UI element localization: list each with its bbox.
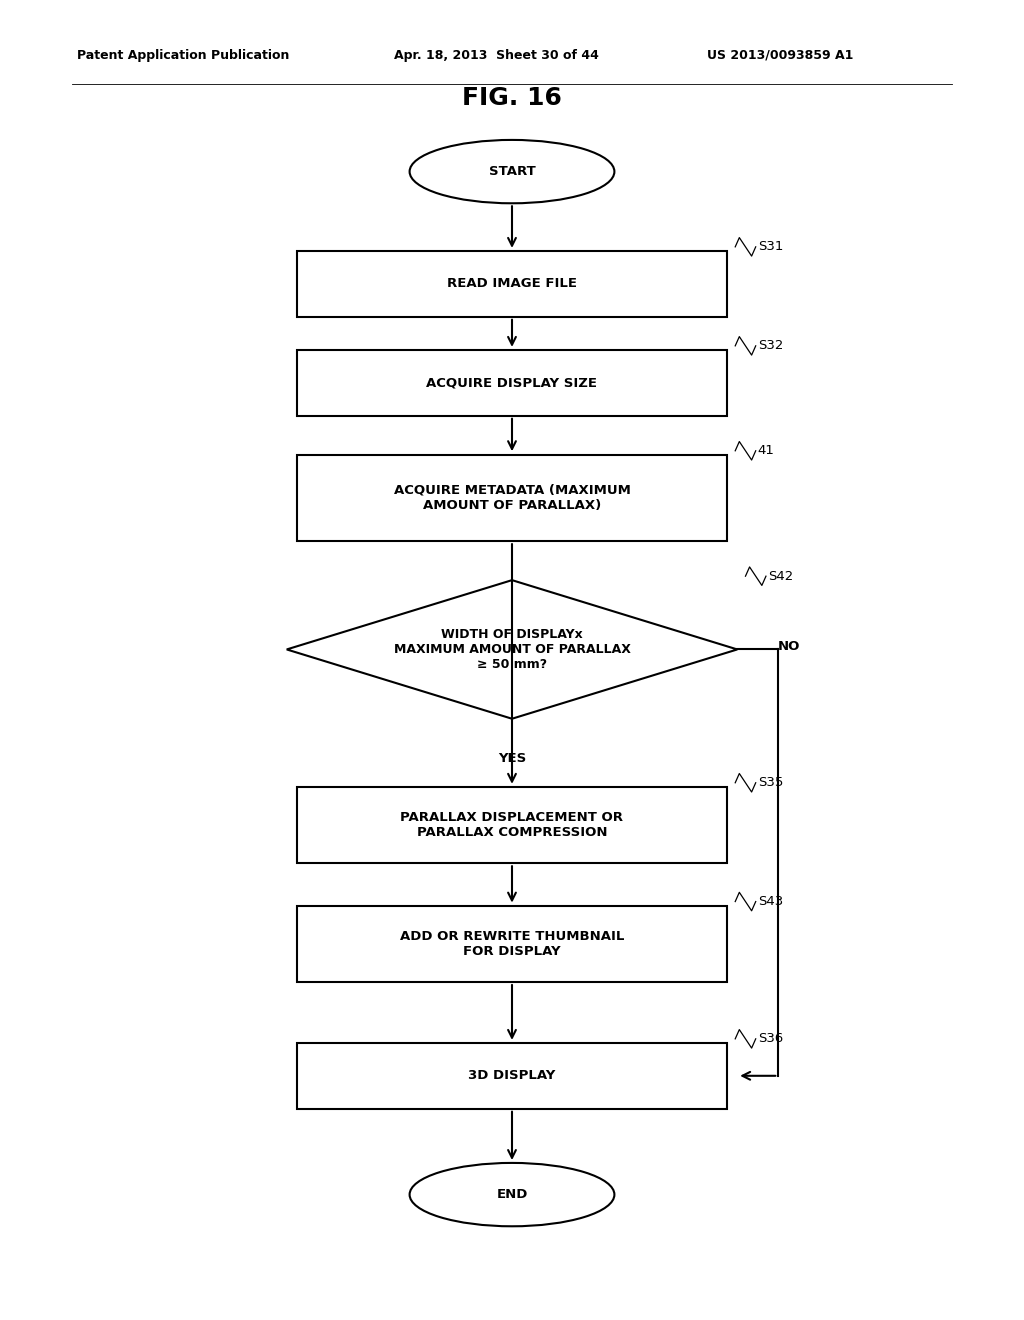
FancyBboxPatch shape (297, 454, 727, 541)
FancyBboxPatch shape (297, 350, 727, 416)
Polygon shape (287, 581, 737, 718)
Ellipse shape (410, 1163, 614, 1226)
Text: S42: S42 (768, 570, 794, 582)
Text: US 2013/0093859 A1: US 2013/0093859 A1 (707, 49, 853, 62)
Text: YES: YES (498, 752, 526, 766)
Text: FIG. 16: FIG. 16 (462, 86, 562, 110)
Ellipse shape (410, 140, 614, 203)
Text: S43: S43 (758, 895, 783, 908)
FancyBboxPatch shape (297, 787, 727, 863)
Text: ACQUIRE METADATA (MAXIMUM
AMOUNT OF PARALLAX): ACQUIRE METADATA (MAXIMUM AMOUNT OF PARA… (393, 483, 631, 512)
Text: ADD OR REWRITE THUMBNAIL
FOR DISPLAY: ADD OR REWRITE THUMBNAIL FOR DISPLAY (399, 929, 625, 958)
Text: S36: S36 (758, 1032, 783, 1045)
Text: START: START (488, 165, 536, 178)
Text: END: END (497, 1188, 527, 1201)
Text: 41: 41 (758, 445, 774, 457)
Text: 3D DISPLAY: 3D DISPLAY (468, 1069, 556, 1082)
Text: ACQUIRE DISPLAY SIZE: ACQUIRE DISPLAY SIZE (427, 376, 597, 389)
Text: S35: S35 (758, 776, 783, 789)
Text: NO: NO (778, 640, 801, 653)
FancyBboxPatch shape (297, 906, 727, 982)
Text: Patent Application Publication: Patent Application Publication (77, 49, 289, 62)
Text: S31: S31 (758, 240, 783, 253)
FancyBboxPatch shape (297, 251, 727, 317)
Text: READ IMAGE FILE: READ IMAGE FILE (447, 277, 577, 290)
Text: Apr. 18, 2013  Sheet 30 of 44: Apr. 18, 2013 Sheet 30 of 44 (394, 49, 599, 62)
Text: PARALLAX DISPLACEMENT OR
PARALLAX COMPRESSION: PARALLAX DISPLACEMENT OR PARALLAX COMPRE… (400, 810, 624, 840)
Text: WIDTH OF DISPLAYx
MAXIMUM AMOUNT OF PARALLAX
≥ 50 mm?: WIDTH OF DISPLAYx MAXIMUM AMOUNT OF PARA… (393, 628, 631, 671)
FancyBboxPatch shape (297, 1043, 727, 1109)
Text: S32: S32 (758, 339, 783, 352)
